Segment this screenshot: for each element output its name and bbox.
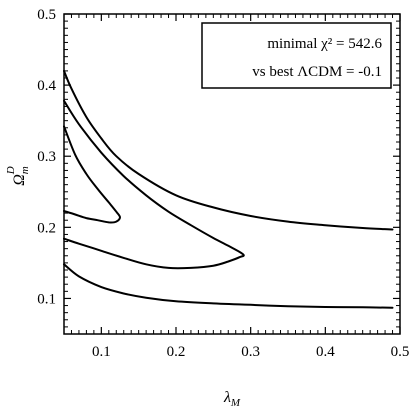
contour-line-1	[63, 69, 394, 231]
x-tick-label: 0.2	[167, 344, 186, 360]
y-tick-label: 0.1	[37, 291, 56, 307]
y-tick-label: 0.4	[37, 78, 56, 94]
x-tick-label: 0.4	[316, 344, 335, 360]
x-tick-label: 0.1	[92, 344, 111, 360]
legend-frame	[201, 22, 392, 89]
y-axis-label: ΩmD	[5, 166, 31, 186]
y-tick-label: 0.3	[37, 149, 56, 165]
y-tick-label: 0.5	[37, 7, 56, 23]
plot-frame	[63, 13, 401, 335]
legend-chi2-text: minimal χ² = 542.6	[267, 36, 382, 52]
legend-box: minimal χ² = 542.6 vs best ΛCDM = -0.1	[201, 22, 392, 89]
contour-line-3	[63, 125, 121, 224]
contour-line-4	[63, 263, 394, 309]
x-tick-label: 0.3	[241, 344, 260, 360]
legend-lcdm-text: vs best ΛCDM = -0.1	[252, 64, 382, 80]
y-tick-label: 0.2	[37, 220, 56, 236]
x-tick-label: 0.5	[391, 344, 410, 360]
contours-layer	[63, 69, 394, 309]
contour-line-2	[63, 99, 245, 270]
x-axis-label: λM	[223, 389, 241, 409]
